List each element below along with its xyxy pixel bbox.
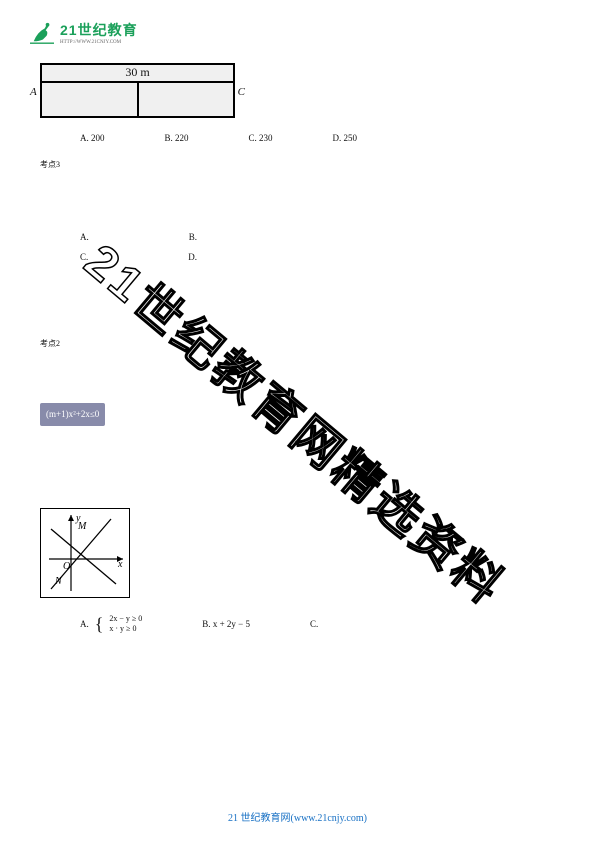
footer-link[interactable]: www.21cnjy.com: [294, 813, 364, 824]
p5-b: B.: [202, 619, 210, 629]
logo-runner-icon: [28, 21, 56, 45]
page-footer: 21 世纪教育网(www.21cnjy.com): [0, 809, 595, 824]
rect-width-label: 30 m: [42, 65, 233, 83]
section-2: 考点3: [40, 158, 555, 172]
site-logo: 21世纪教育 HTTP://WWW.21CNJY.COM: [28, 20, 138, 45]
p3-d: D.: [188, 249, 197, 265]
p3-c: C.: [80, 249, 88, 265]
p5-a: A.: [80, 616, 89, 632]
rectangle-figure: A C 30 m: [40, 63, 240, 118]
opt-b: B.: [165, 133, 173, 143]
rect-cell-2: [139, 83, 234, 118]
problem-3: A. B. C. D.: [40, 229, 555, 265]
logo-text: 21世纪教育: [60, 22, 138, 38]
label-a: A: [30, 83, 37, 103]
p3-b: B.: [189, 229, 197, 245]
coordinate-graph: y M x O N: [40, 508, 130, 598]
rect-cell-1: [42, 83, 139, 118]
opt-c: C.: [249, 133, 257, 143]
p5-sys1b: x · y ≥ 0: [109, 624, 142, 634]
graph-o-label: O: [63, 561, 70, 572]
logo-subtext: HTTP://WWW.21CNJY.COM: [60, 40, 138, 45]
section-4: 考点2: [40, 337, 555, 351]
graph-m-label: M: [77, 521, 87, 532]
opt-d: D.: [333, 133, 342, 143]
footer-text: 21 世纪教育网: [228, 813, 291, 824]
equation-box: (m+1)x²+2x≤0: [40, 403, 105, 425]
p5-c: C.: [310, 616, 318, 632]
opt-a: A.: [80, 133, 89, 143]
label-c: C: [238, 83, 245, 103]
page-content: A C 30 m A. 200 B. 220 C. 230 D. 250 考点3…: [40, 55, 555, 652]
p3-a: A.: [80, 229, 89, 245]
graph-x-label: x: [117, 559, 123, 570]
problem-5: A. { 2x − y ≥ 0 x · y ≥ 0 B. x + 2y − 5 …: [40, 608, 555, 640]
problem-1: A. 200 B. 220 C. 230 D. 250: [40, 130, 555, 146]
equation-problem: (m+1)x²+2x≤0: [40, 403, 555, 425]
p5-sys1a: 2x − y ≥ 0: [109, 614, 142, 624]
graph-n-label: N: [54, 576, 63, 587]
